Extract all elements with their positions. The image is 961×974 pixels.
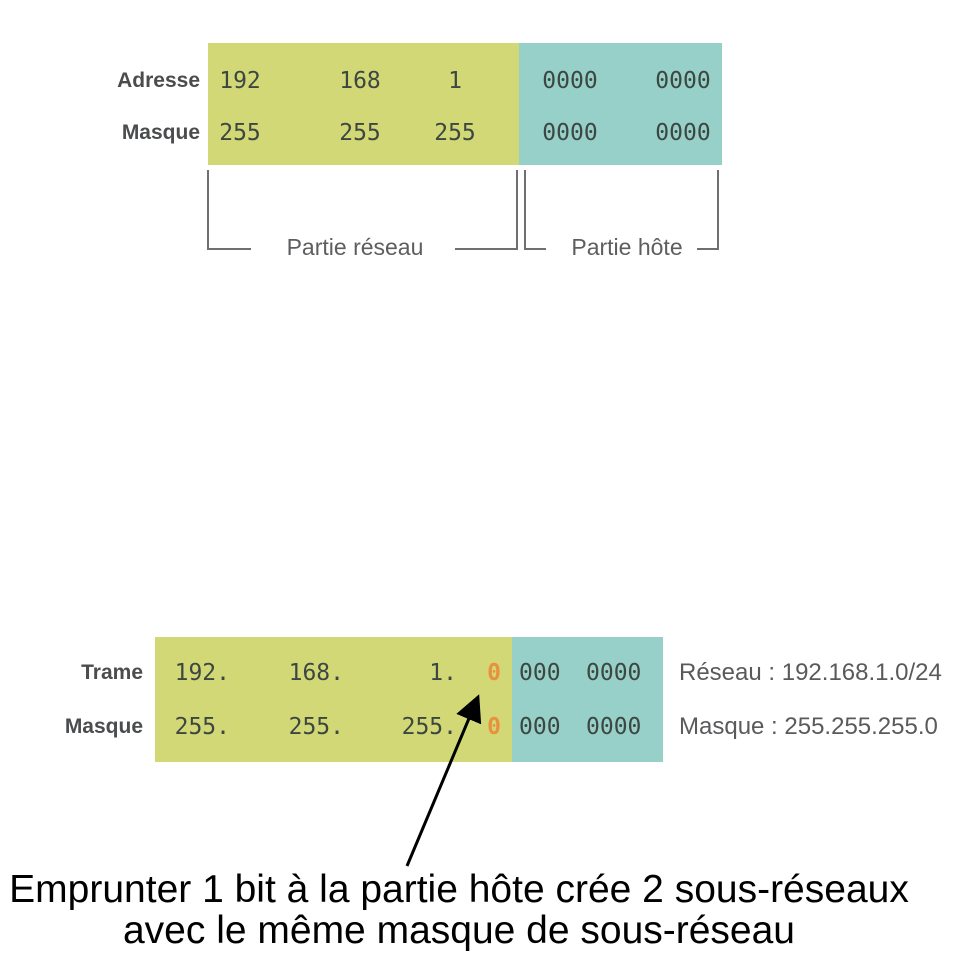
top-row-label-masque: Masque (121, 121, 200, 144)
mask-host-bits-2: 0000 (655, 120, 711, 146)
address-octet-1: 192 (219, 68, 261, 94)
bottom-network-part-background (155, 637, 512, 762)
network-part-label: Partie réseau (286, 234, 424, 260)
mask-host-bits-2: 0000 (586, 714, 642, 740)
top-network-part-background (208, 43, 519, 165)
bottom-mask-octet-1: 255. (174, 714, 230, 740)
figure-caption: Emprunter 1 bit à la partie hôte crée 2 … (0, 869, 918, 951)
host-bracket-right-line (717, 170, 719, 250)
trame-octet-2: 168. (288, 660, 344, 686)
network-result-annotation: Réseau : 192.168.1.0/24 (679, 659, 942, 686)
mask-octet-3: 255 (434, 120, 476, 146)
mask-host-bits-1: 0000 (542, 120, 598, 146)
top-host-part-background (519, 43, 722, 165)
host-bracket-left-line (524, 170, 526, 250)
trame-host-bits-2: 0000 (586, 660, 642, 686)
address-host-bits-1: 0000 (542, 68, 598, 94)
bottom-row-label-trame: Trame (81, 661, 143, 684)
caption-line-2: avec le même masque de sous-réseau (122, 909, 795, 952)
mask-octet-1: 255 (219, 120, 261, 146)
trame-borrowed-bit: 0 (487, 660, 501, 686)
address-octet-2: 168 (339, 68, 381, 94)
network-bracket-left-line (207, 170, 209, 250)
bottom-host-part-background (512, 637, 663, 762)
address-octet-3: 1 (448, 68, 462, 94)
mask-octet-2: 255 (339, 120, 381, 146)
bottom-row-label-masque: Masque (64, 715, 143, 738)
bottom-mask-octet-2: 255. (288, 714, 344, 740)
network-bracket-right-line (516, 170, 518, 250)
trame-host-bits-1: 000 (519, 660, 561, 686)
host-part-label: Partie hôte (571, 234, 683, 260)
address-host-bits-2: 0000 (655, 68, 711, 94)
caption-line-1: Emprunter 1 bit à la partie hôte crée 2 … (9, 868, 909, 911)
trame-octet-1: 192. (174, 660, 230, 686)
top-row-label-adresse: Adresse (117, 69, 200, 92)
host-bracket-foot-left (524, 248, 546, 250)
trame-octet-3: 1. (429, 660, 457, 686)
mask-borrowed-bit: 0 (487, 714, 501, 740)
host-bracket-foot-right (697, 248, 719, 250)
network-bracket-foot-left (207, 248, 251, 250)
bottom-mask-octet-3: 255. (401, 714, 457, 740)
mask-result-annotation: Masque : 255.255.255.0 (679, 713, 938, 740)
network-bracket-foot-right (455, 248, 518, 250)
mask-host-bits-1: 000 (519, 714, 561, 740)
